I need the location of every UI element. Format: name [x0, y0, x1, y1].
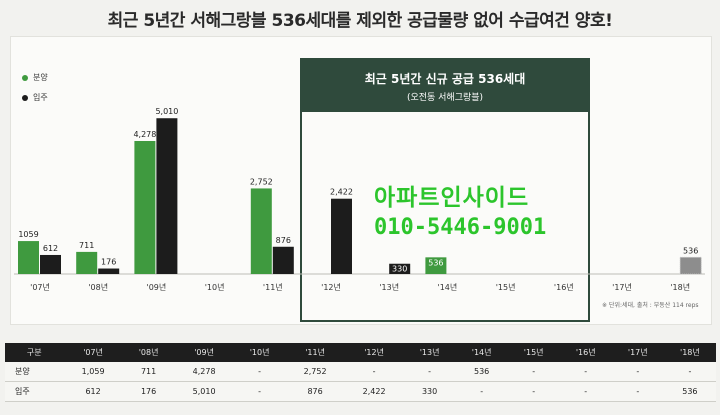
x-tick-label: '14년	[438, 282, 458, 292]
table-cell: 330	[403, 381, 456, 402]
data-label: 1059	[18, 230, 38, 239]
chart-panel	[10, 36, 712, 325]
bar-movein	[272, 246, 294, 274]
page-title: 최근 5년간 서해그랑블 536세대를 제외한 공급물량 없어 수급여건 양호!	[107, 11, 613, 31]
table-row: 입주 612 176 5,010-876 2,422 330- - - -536	[5, 381, 716, 402]
table-cell: -	[611, 362, 664, 382]
table-cell: -	[233, 381, 286, 402]
x-tick-label: '12년	[321, 282, 341, 292]
table-header-year: '17년	[611, 343, 664, 362]
data-label: 612	[43, 244, 58, 253]
table-header-year: '16년	[559, 343, 612, 362]
data-label: 536	[428, 258, 443, 267]
x-tick-label: '17년	[612, 282, 632, 292]
x-tick-label: '10년	[205, 282, 225, 292]
table-body: 분양 1,059 711 4,278-2,752- -536- - - - 입주 612 176 5,…	[5, 362, 716, 402]
data-table: 구분 '07년 '08년 '09년 '10년 '11년 '12년 '13년 '14년 '15년 '1…	[5, 343, 716, 402]
bar-supply	[250, 188, 272, 274]
table-cell: -	[455, 381, 508, 402]
table-cell: 1,059	[63, 362, 123, 382]
legend-item-movein: 입주	[22, 92, 48, 103]
watermark-phone: 010-5446-9001	[374, 215, 547, 240]
x-tick-label: '16년	[554, 282, 574, 292]
x-tick-label: '09년	[147, 282, 167, 292]
legend-swatch-supply	[22, 74, 28, 81]
table-cell: 711	[122, 362, 175, 382]
bar-movein	[40, 254, 61, 274]
table-row: 분양 1,059 711 4,278-2,752- -536- - - -	[5, 362, 716, 382]
bar-movein	[98, 268, 120, 274]
bar-movein	[331, 198, 352, 274]
bar-supply	[425, 257, 447, 274]
table-row-label: 입주	[5, 381, 64, 402]
table-header-year: '11년	[285, 343, 345, 362]
x-tick-label: '13년	[379, 282, 399, 292]
legend-item-supply: 분양	[22, 72, 48, 83]
bar-supply	[134, 140, 156, 274]
data-label: 711	[79, 241, 94, 250]
chart-legend: 분양 입주	[22, 72, 48, 112]
data-label: 536	[683, 246, 698, 255]
table-cell: 2,752	[285, 362, 345, 382]
table-header-year: '12년	[344, 343, 404, 362]
bar-supply	[18, 241, 39, 274]
table-header-year: '10년	[233, 343, 286, 362]
table-header-year: '07년	[63, 343, 123, 362]
table-header-year: '09년	[174, 343, 234, 362]
data-label: 2,752	[250, 177, 273, 186]
data-label: 2,422	[330, 188, 353, 197]
legend-label-supply: 분양	[33, 73, 48, 82]
data-label: 176	[101, 258, 116, 267]
bar-supply	[76, 251, 98, 274]
table-header-category: 구분	[5, 343, 64, 362]
table-cell: -	[507, 362, 560, 382]
table-header-year: '15년	[507, 343, 560, 362]
table-cell: 2,422	[344, 381, 404, 402]
table-cell: 176	[122, 381, 175, 402]
table-header-year: '18년	[663, 343, 716, 362]
table-cell: -	[344, 362, 404, 382]
table-cell: -	[559, 362, 612, 382]
table-header-row: 구분 '07년 '08년 '09년 '10년 '11년 '12년 '13년 '14년 '15년 '1…	[5, 343, 716, 362]
highlight-subtitle: (오전동 서해그랑블)	[406, 93, 484, 103]
bar-movein	[389, 263, 411, 274]
table-cell: 4,278	[174, 362, 234, 382]
data-label: 4,278	[133, 130, 156, 139]
table-cell: -	[663, 362, 716, 382]
table-cell: -	[403, 362, 456, 382]
table-cell: -	[233, 362, 286, 382]
bar-movein	[679, 256, 702, 275]
table-header-year: '14년	[455, 343, 508, 362]
table-cell: 876	[285, 381, 345, 402]
table-cell: 536	[663, 381, 716, 402]
table-row-label: 분양	[5, 362, 64, 382]
highlight-title: 최근 5년간 신규 공급 536세대	[364, 72, 526, 86]
legend-swatch-movein	[22, 94, 28, 101]
legend-label-movein: 입주	[33, 93, 48, 102]
table-cell: 5,010	[174, 381, 234, 402]
table-cell: -	[507, 381, 560, 402]
x-tick-label: '15년	[496, 282, 516, 292]
table-cell: -	[559, 381, 612, 402]
watermark: 아파트인사이드 010-5446-9001	[374, 183, 546, 243]
x-tick-label: '08년	[88, 282, 108, 292]
bar-chart: '07년 1059 612 '08년 711 176 '09년 4,278 5,010 '10년 '…	[14, 107, 705, 292]
source-note: ※ 단위:세대, 출처 : 부동산 114 reps	[602, 302, 699, 309]
table-header-year: '08년	[122, 343, 175, 362]
table-cell: 536	[455, 362, 508, 382]
x-tick-label: '18년	[670, 282, 690, 292]
data-label: 330	[392, 265, 407, 274]
x-tick-label: '11년	[263, 282, 283, 292]
x-tick-label: '07년	[30, 282, 50, 292]
table-cell: 612	[63, 381, 123, 402]
table-cell: -	[611, 381, 664, 402]
data-label: 876	[276, 236, 291, 245]
watermark-name: 아파트인사이드	[374, 185, 530, 211]
bar-movein	[156, 118, 178, 274]
table-header-year: '13년	[403, 343, 456, 362]
data-label: 5,010	[155, 107, 178, 116]
highlight-header: 최근 5년간 신규 공급 536세대 (오전동 서해그랑블)	[300, 58, 590, 112]
